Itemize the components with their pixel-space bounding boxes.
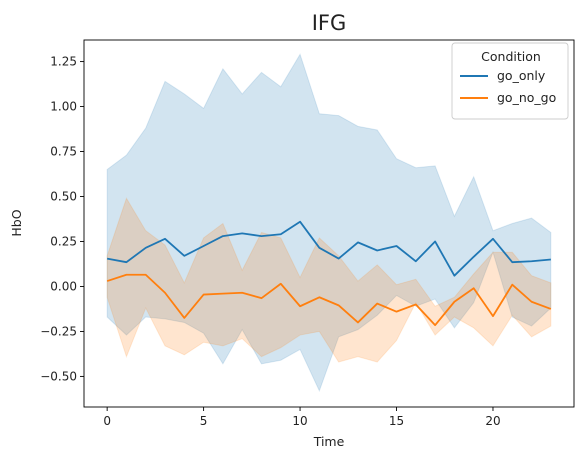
series-lines [106, 220, 552, 327]
legend-box [451, 42, 569, 120]
legend: Condition go_only go_no_go [451, 42, 569, 120]
x-tick-label: 20 [485, 414, 500, 428]
y-axis-ticks: −0.50 −0.25 0.00 0.25 0.50 0.75 1.00 1.25 [40, 55, 84, 383]
x-axis-ticks: 0 5 10 15 20 [103, 407, 501, 428]
legend-label-go-no-go: go_no_go [497, 90, 556, 105]
x-tick-label: 10 [292, 414, 307, 428]
y-tick-label: 1.25 [50, 55, 77, 69]
y-tick-label: −0.50 [40, 369, 77, 383]
y-tick-label: 0.00 [50, 279, 77, 293]
x-axis-label: Time [313, 434, 345, 449]
series-line-go-no-go [106, 273, 552, 327]
y-tick-label: −0.25 [40, 324, 77, 338]
y-tick-label: 0.50 [50, 190, 77, 204]
y-tick-label: 0.25 [50, 234, 77, 248]
y-axis-label: HbO [9, 209, 24, 236]
x-tick-label: 0 [103, 414, 111, 428]
legend-label-go-only: go_only [497, 68, 546, 83]
plot-frame [83, 39, 575, 408]
x-tick-label: 5 [200, 414, 208, 428]
x-tick-label: 15 [389, 414, 404, 428]
legend-title: Condition [481, 49, 541, 64]
series-line-go-only [106, 220, 551, 277]
chart-title: IFG [312, 11, 347, 35]
y-tick-label: 0.75 [50, 145, 77, 159]
y-tick-label: 1.00 [50, 100, 77, 114]
